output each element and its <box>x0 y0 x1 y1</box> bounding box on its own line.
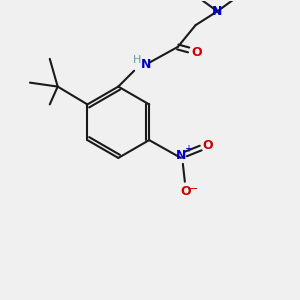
Text: O: O <box>191 46 202 59</box>
Text: N: N <box>212 5 223 18</box>
Text: −: − <box>189 184 199 194</box>
Text: +: + <box>184 144 192 154</box>
Text: N: N <box>141 58 151 71</box>
Text: H: H <box>133 55 141 65</box>
Text: O: O <box>202 139 213 152</box>
Text: N: N <box>176 149 186 162</box>
Text: O: O <box>181 185 191 198</box>
